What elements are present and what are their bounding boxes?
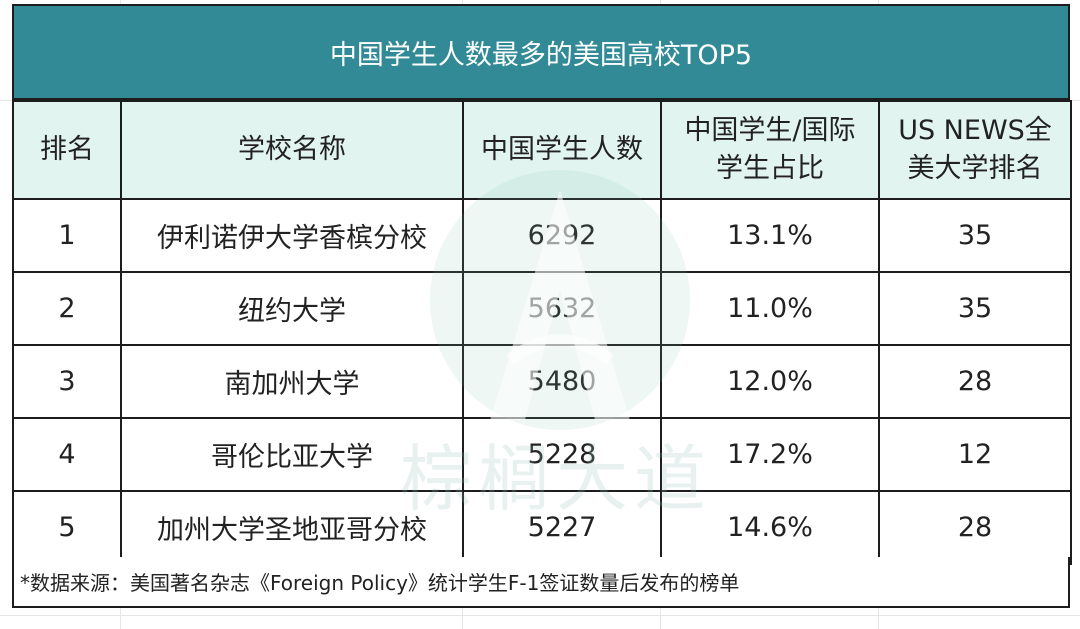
cell-rank: 5	[12, 490, 122, 565]
cell-students: 6292	[462, 198, 662, 273]
cell-school: 南加州大学	[120, 344, 464, 419]
table-title: 中国学生人数最多的美国高校TOP5	[12, 4, 1070, 100]
cell-students: 5632	[462, 271, 662, 346]
header-row: 排名 学校名称 中国学生人数 中国学生/国际 学生占比 US NEWS全 美大学排名	[12, 100, 1072, 200]
cell-ratio: 11.0%	[660, 271, 880, 346]
cell-rank: 3	[12, 344, 122, 419]
cell-usnews: 28	[878, 490, 1072, 565]
cell-students: 5480	[462, 344, 662, 419]
cell-school: 纽约大学	[120, 271, 464, 346]
cell-ratio: 12.0%	[660, 344, 880, 419]
cell-school: 哥伦比亚大学	[120, 417, 464, 492]
cell-students: 5228	[462, 417, 662, 492]
cell-rank: 2	[12, 271, 122, 346]
cell-ratio: 14.6%	[660, 490, 880, 565]
table-row: 4 哥伦比亚大学 5228 17.2% 12	[12, 417, 1072, 492]
table-row: 2 纽约大学 5632 11.0% 35	[12, 271, 1072, 346]
source-footnote: *数据来源：美国著名杂志《Foreign Policy》统计学生F-1签证数量后…	[12, 557, 1070, 608]
cell-usnews: 12	[878, 417, 1072, 492]
cell-rank: 1	[12, 198, 122, 273]
cell-students: 5227	[462, 490, 662, 565]
header-usnews-rank: US NEWS全 美大学排名	[878, 100, 1072, 200]
cell-ratio: 17.2%	[660, 417, 880, 492]
table-row: 5 加州大学圣地亚哥分校 5227 14.6% 28	[12, 490, 1072, 565]
cell-school: 加州大学圣地亚哥分校	[120, 490, 464, 565]
cell-usnews: 28	[878, 344, 1072, 419]
cell-school: 伊利诺伊大学香槟分校	[120, 198, 464, 273]
cell-ratio: 13.1%	[660, 198, 880, 273]
ranking-table: 中国学生人数最多的美国高校TOP5 排名 学校名称 中国学生人数 中国学生/国际…	[12, 4, 1072, 608]
header-school-name: 学校名称	[120, 100, 464, 200]
table-row: 1 伊利诺伊大学香槟分校 6292 13.1% 35	[12, 198, 1072, 273]
cell-rank: 4	[12, 417, 122, 492]
data-table: 排名 学校名称 中国学生人数 中国学生/国际 学生占比 US NEWS全 美大学排名…	[12, 100, 1072, 565]
table-row: 3 南加州大学 5480 12.0% 28	[12, 344, 1072, 419]
cell-usnews: 35	[878, 271, 1072, 346]
header-chinese-students: 中国学生人数	[462, 100, 662, 200]
header-ratio: 中国学生/国际 学生占比	[660, 100, 880, 200]
cell-usnews: 35	[878, 198, 1072, 273]
header-rank: 排名	[12, 100, 122, 200]
